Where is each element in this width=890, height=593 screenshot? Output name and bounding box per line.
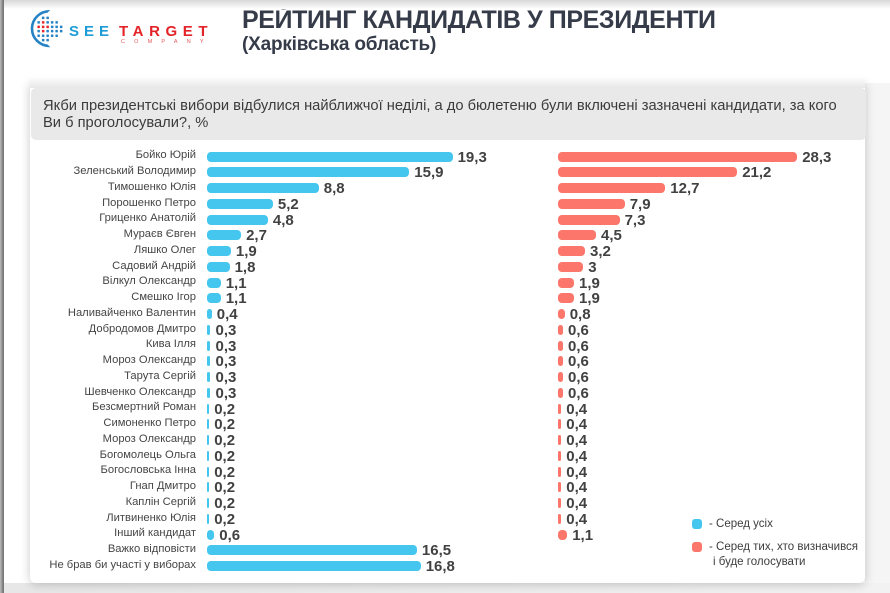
svg-text:COMPANY: COMPANY [121, 39, 213, 45]
svg-text:TARGET: TARGET [119, 23, 213, 40]
svg-text:SEE: SEE [69, 23, 114, 40]
